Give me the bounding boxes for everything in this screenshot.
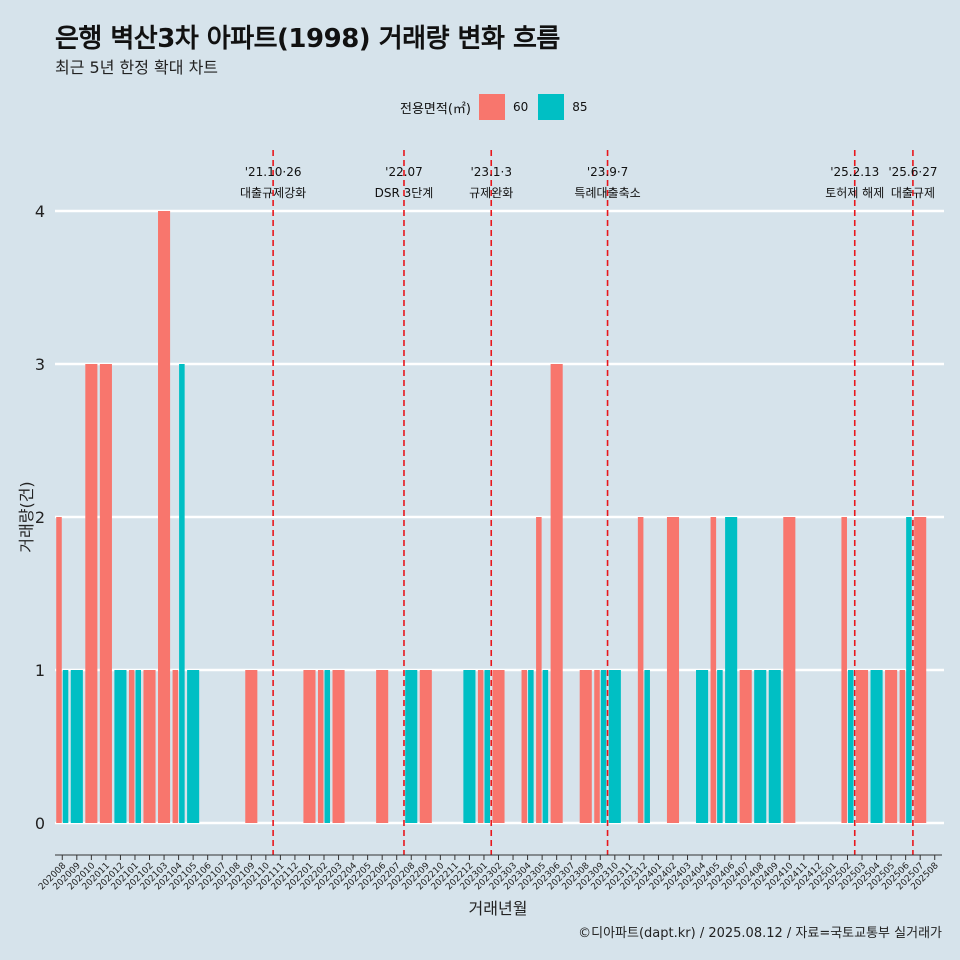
bar-202309-85 (600, 670, 607, 823)
bar-202305-85 (542, 670, 549, 823)
legend-label-60: 60 (512, 100, 529, 114)
bar-202109-60 (245, 670, 258, 823)
legend-key-60 (478, 94, 505, 120)
bar-202105-85 (187, 670, 200, 823)
bar-202405-60 (710, 517, 717, 823)
bar-202301-60 (477, 670, 484, 823)
bar-202202-60 (317, 670, 324, 823)
event-label: 규제완화 (469, 186, 513, 200)
bar-202504-85 (870, 670, 883, 823)
bar-202201-60 (303, 670, 316, 823)
bar-202308-60 (579, 670, 592, 823)
bar-202206-60 (376, 670, 389, 823)
event-label: 대출규제강화 (240, 186, 306, 200)
bar-202104-85 (179, 364, 185, 823)
legend: 전용면적(㎡) 60 85 (400, 93, 598, 121)
event-date: '23.1·3 (470, 165, 511, 179)
event-label: DSR 3단계 (375, 186, 434, 200)
y-tick-label: 4 (35, 202, 45, 221)
bar-202312-60 (637, 517, 644, 823)
event-date: '23.9·7 (587, 165, 628, 179)
bar-202009-85 (70, 670, 83, 823)
bar-202208-85 (405, 670, 418, 823)
y-tick-label: 2 (35, 508, 45, 527)
bar-202301-85 (484, 670, 491, 823)
bar-202101-85 (135, 670, 142, 823)
bar-202502-60 (841, 517, 847, 823)
bar-202304-60 (521, 670, 528, 823)
event-label: 대출규제 (891, 186, 935, 200)
event-date: '21.10·26 (245, 165, 302, 179)
bar-202008-85 (62, 670, 69, 823)
bar-202505-60 (885, 670, 898, 823)
bar-202502-85 (847, 670, 854, 823)
bar-202103-60 (158, 211, 171, 823)
bar-202408-85 (754, 670, 767, 823)
bar-202209-60 (419, 670, 432, 823)
x-axis: 2020082020092020102020112020122021012021… (37, 854, 942, 892)
bar-202312-85 (644, 670, 650, 823)
y-axis: 0 1 2 3 4 (35, 202, 45, 833)
y-tick-label: 1 (35, 661, 45, 680)
legend-label-85: 85 (572, 100, 588, 114)
bar-202310-85 (608, 670, 621, 823)
bar-202202-85 (324, 670, 331, 823)
bar-202506-85 (906, 517, 912, 823)
event-label: 토허제 해제 (825, 186, 884, 200)
y-axis-title: 거래량(건) (17, 481, 36, 552)
bar-202203-60 (332, 670, 345, 823)
bar-202104-60 (172, 670, 179, 823)
bar-202406-85 (725, 517, 738, 823)
source-caption: ©디아파트(dapt.kr) / 2025.08.12 / 자료=국토교통부 실… (578, 926, 942, 941)
bar-202212-85 (463, 670, 476, 823)
bar-202011-60 (99, 364, 112, 823)
bar-202409-85 (768, 670, 781, 823)
event-label: 특례대출축소 (574, 186, 640, 200)
chart-subtitle: 최근 5년 한정 확대 차트 (55, 58, 219, 77)
legend-key-85 (538, 94, 565, 120)
bar-202305-60 (536, 517, 542, 823)
bar-202503-60 (855, 670, 869, 823)
event-date: '25.2.13 (830, 165, 879, 179)
bar-202402-60 (666, 517, 680, 823)
bar-202010-60 (85, 364, 98, 823)
annotations: '21.10·26 대출규제강화 '22.07 DSR 3단계 '23.1·3 규제완화 '… (240, 150, 937, 855)
bar-202309-60 (594, 670, 600, 823)
chart-title: 은행 벽산3차 아파트(1998) 거래량 변화 흐름 (55, 24, 560, 54)
legend-title: 전용면적(㎡) (400, 101, 471, 117)
y-tick-label: 3 (35, 355, 45, 374)
bar-202410-60 (783, 517, 796, 823)
bar-202407-60 (739, 670, 752, 823)
bar-202405-85 (717, 670, 723, 823)
bar-202507-60 (914, 517, 927, 823)
bar-202404-85 (696, 670, 709, 823)
event-date: '22.07 (385, 165, 423, 179)
bar-202008-60 (56, 517, 62, 823)
bar-202101-60 (128, 670, 135, 823)
bar-202506-60 (899, 670, 906, 823)
event-date: '25.6·27 (888, 165, 937, 179)
bar-202102-60 (143, 670, 156, 823)
bars (56, 211, 927, 823)
y-tick-label: 0 (35, 814, 45, 833)
bar-202302-60 (492, 670, 505, 823)
bar-202306-60 (550, 364, 563, 823)
bar-202304-85 (528, 670, 534, 823)
x-axis-title: 거래년월 (469, 899, 528, 918)
bar-202012-85 (114, 670, 127, 823)
